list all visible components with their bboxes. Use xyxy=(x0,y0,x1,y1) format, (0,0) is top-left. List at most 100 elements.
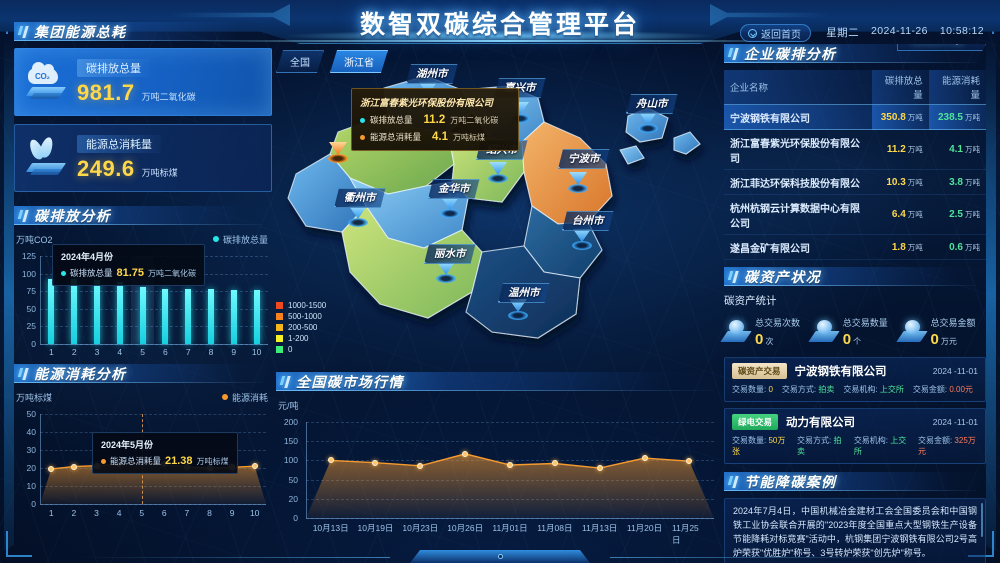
co2-cloud-icon: CO₂ xyxy=(28,62,58,84)
x-tick-label: 1 xyxy=(49,347,54,357)
stat-value-carbon: 981.7 xyxy=(77,79,135,105)
data-point[interactable] xyxy=(641,455,648,462)
map-legend-swatch xyxy=(276,346,283,353)
map-legend-swatch xyxy=(276,324,283,331)
chart-national-market[interactable]: 元/吨 0 20 50 100 150 200 10月13日 10月19日 10月23日 10月… xyxy=(276,398,724,548)
transaction-date: 2024 -11-01 xyxy=(932,417,978,427)
map-pin-highlighted[interactable] xyxy=(325,142,351,168)
left-column: 集团能源总耗 CO₂ 碳排放总量 981.7 万吨二氧化碳 能源总消耗量 249… xyxy=(14,22,272,530)
map-pin-舟山市[interactable] xyxy=(635,112,661,138)
map-scope-tabs[interactable]: 全国 浙江省 xyxy=(276,50,388,73)
stat-card-carbon-total[interactable]: CO₂ 碳排放总量 981.7 万吨二氧化碳 xyxy=(14,48,272,116)
x-tick-label: 7 xyxy=(185,347,191,357)
map-tab-0[interactable]: 全国 xyxy=(276,50,324,73)
map-city-label-宁波市[interactable]: 宁波市 xyxy=(558,149,610,169)
transaction-field: 交易金额: 0.00元 xyxy=(912,385,973,394)
map-tooltip-dot xyxy=(360,117,365,123)
bar[interactable] xyxy=(230,289,237,344)
data-point[interactable] xyxy=(251,463,258,470)
x-tick-label: 11月25日 xyxy=(671,523,699,545)
case-item-0[interactable]: 2024年7月4日，中国机械冶金建材工会全国委员会和中国钢铁工业协会联合开展的"… xyxy=(724,498,986,563)
stat-unit-energy: 万吨标煤 xyxy=(141,167,178,178)
table-row[interactable]: 宁波钢铁有限公司 350.8 万吨 238.5 万吨 xyxy=(724,104,986,130)
enterprise-table[interactable]: 企业名称 碳排放总量 能源消耗量 宁波钢铁有限公司 350.8 万吨 238.5 万… xyxy=(724,70,986,260)
bar[interactable] xyxy=(208,289,214,344)
data-point[interactable] xyxy=(417,462,424,469)
cell-energy: 2.5 万吨 xyxy=(928,194,986,235)
data-point[interactable] xyxy=(462,450,469,457)
data-point[interactable] xyxy=(507,462,513,468)
data-point[interactable] xyxy=(48,465,55,472)
column-header-name: 企业名称 xyxy=(724,70,872,105)
map-city-label-金华市[interactable]: 金华市 xyxy=(428,179,480,199)
chart-energy-consumption[interactable]: 万吨标煤 能源消耗 0 10 20 30 40 50 1 2 3 4 5 6 7 8 9 10 2024年5月… xyxy=(14,390,272,530)
map-city-label-衢州市[interactable]: 衢州市 xyxy=(334,188,386,208)
transaction-field: 交易方式: 拍卖 xyxy=(781,385,835,394)
map-pin-衢州市[interactable] xyxy=(345,206,371,232)
cell-carbon: 6.4 万吨 xyxy=(871,194,929,235)
pedestal-shape xyxy=(25,83,67,99)
bar[interactable] xyxy=(185,289,192,344)
chart-carbon-emission[interactable]: 万吨CO2 碳排放总量 0 25 50 75 100 125 1 2 3 4 5 6 7 8 9 10 2024… xyxy=(14,232,272,360)
data-point[interactable] xyxy=(372,459,379,466)
panel-title-market: 全国碳市场行情 xyxy=(296,373,404,390)
transaction-field: 交易数量: 50万张 xyxy=(732,436,786,456)
x-tick-label: 6 xyxy=(161,508,167,518)
map-pin-台州市[interactable] xyxy=(569,229,595,255)
map-pin-绍兴市[interactable] xyxy=(485,162,511,188)
chart-legend-energy[interactable]: 能源消耗 xyxy=(221,391,268,404)
map-pin-宁波市[interactable] xyxy=(565,172,591,198)
bar[interactable] xyxy=(253,289,260,344)
bar[interactable] xyxy=(139,286,146,344)
x-axis-line xyxy=(40,344,268,345)
map-tooltip-unit: 万吨二氧化碳 xyxy=(450,115,499,125)
back-to-home-button[interactable]: 返回首页 xyxy=(740,24,811,42)
table-row[interactable]: 浙江菲达环保科技股份有限公 10.3 万吨 3.8 万吨 xyxy=(724,169,986,195)
panel-marks-icon xyxy=(281,376,289,388)
bar[interactable] xyxy=(94,279,100,344)
x-axis-line xyxy=(306,518,714,519)
transaction-card-1[interactable]: 绿电交易 动力有限公司 2024 -11-01 交易数量: 50万张 交易方式: … xyxy=(724,408,986,464)
y-tick-label: 0 xyxy=(31,339,36,349)
map-tab-1[interactable]: 浙江省 xyxy=(330,50,388,73)
table-row[interactable]: 杭州杭钢云计算数据中心有限公司 6.4 万吨 2.5 万吨 xyxy=(724,194,986,235)
kpi-label: 总交易金额 xyxy=(930,318,976,328)
market-panel: 全国碳市场行情 元/吨 0 20 50 100 150 200 10月13日 10月19日 1… xyxy=(276,372,724,552)
scrollbar-thumb[interactable] xyxy=(981,503,983,537)
right-column: 企业碳排分析 2024年 企业名称 碳排放总量 能源消耗量 宁波钢铁有限公司 3… xyxy=(720,44,986,563)
x-tick-label: 10月13日 xyxy=(312,523,349,533)
province-map[interactable]: 全国 浙江省 1000-1500 500-1000 200-500 1-200 0 xyxy=(276,46,724,366)
data-point[interactable] xyxy=(686,458,693,465)
y-tick-label: 50 xyxy=(288,474,298,485)
cell-carbon: 11.2 万吨 xyxy=(871,129,929,170)
map-legend-swatch xyxy=(276,335,283,342)
stat-card-energy-total[interactable]: 能源总消耗量 249.6 万吨标煤 xyxy=(14,124,272,192)
bar[interactable] xyxy=(71,279,78,344)
map-city-label-台州市[interactable]: 台州市 xyxy=(562,211,614,231)
map-pin-base xyxy=(436,274,456,283)
transaction-date: 2024 -11-01 xyxy=(932,366,978,376)
panel-marks-icon xyxy=(19,26,27,38)
data-point[interactable] xyxy=(596,465,603,472)
map-city-label-湖州市[interactable]: 湖州市 xyxy=(406,64,458,84)
map-city-label-丽水市[interactable]: 丽水市 xyxy=(424,244,476,264)
cell-carbon: 10.3 万吨 xyxy=(871,169,929,195)
data-point[interactable] xyxy=(327,457,334,464)
map-pin-丽水市[interactable] xyxy=(433,262,459,288)
transaction-card-0[interactable]: 碳资产交易 宁波钢铁有限公司 2024 -11-01 交易数量: 0 交易方式: … xyxy=(724,357,986,402)
y-tick-label: 0 xyxy=(293,513,298,523)
data-point[interactable] xyxy=(551,460,558,467)
table-row[interactable]: 浙江富春紫光环保股份有限公司 11.2 万吨 4.1 万吨 xyxy=(724,129,986,170)
kpi-unit: 万元 xyxy=(940,337,957,346)
panel-marks-icon xyxy=(729,48,737,60)
bar[interactable] xyxy=(116,282,123,344)
map-city-label-温州市[interactable]: 温州市 xyxy=(498,283,550,303)
chart-legend-carbon[interactable]: 碳排放总量 xyxy=(212,233,268,246)
bar[interactable] xyxy=(48,278,55,344)
map-pin-金华市[interactable] xyxy=(437,197,463,223)
data-point[interactable] xyxy=(70,463,77,470)
table-row[interactable]: 遂昌金矿有限公司 1.8 万吨 0.6 万吨 xyxy=(724,234,986,260)
bar[interactable] xyxy=(162,289,169,344)
gridline xyxy=(40,308,268,310)
map-city-label-舟山市[interactable]: 舟山市 xyxy=(626,94,678,114)
